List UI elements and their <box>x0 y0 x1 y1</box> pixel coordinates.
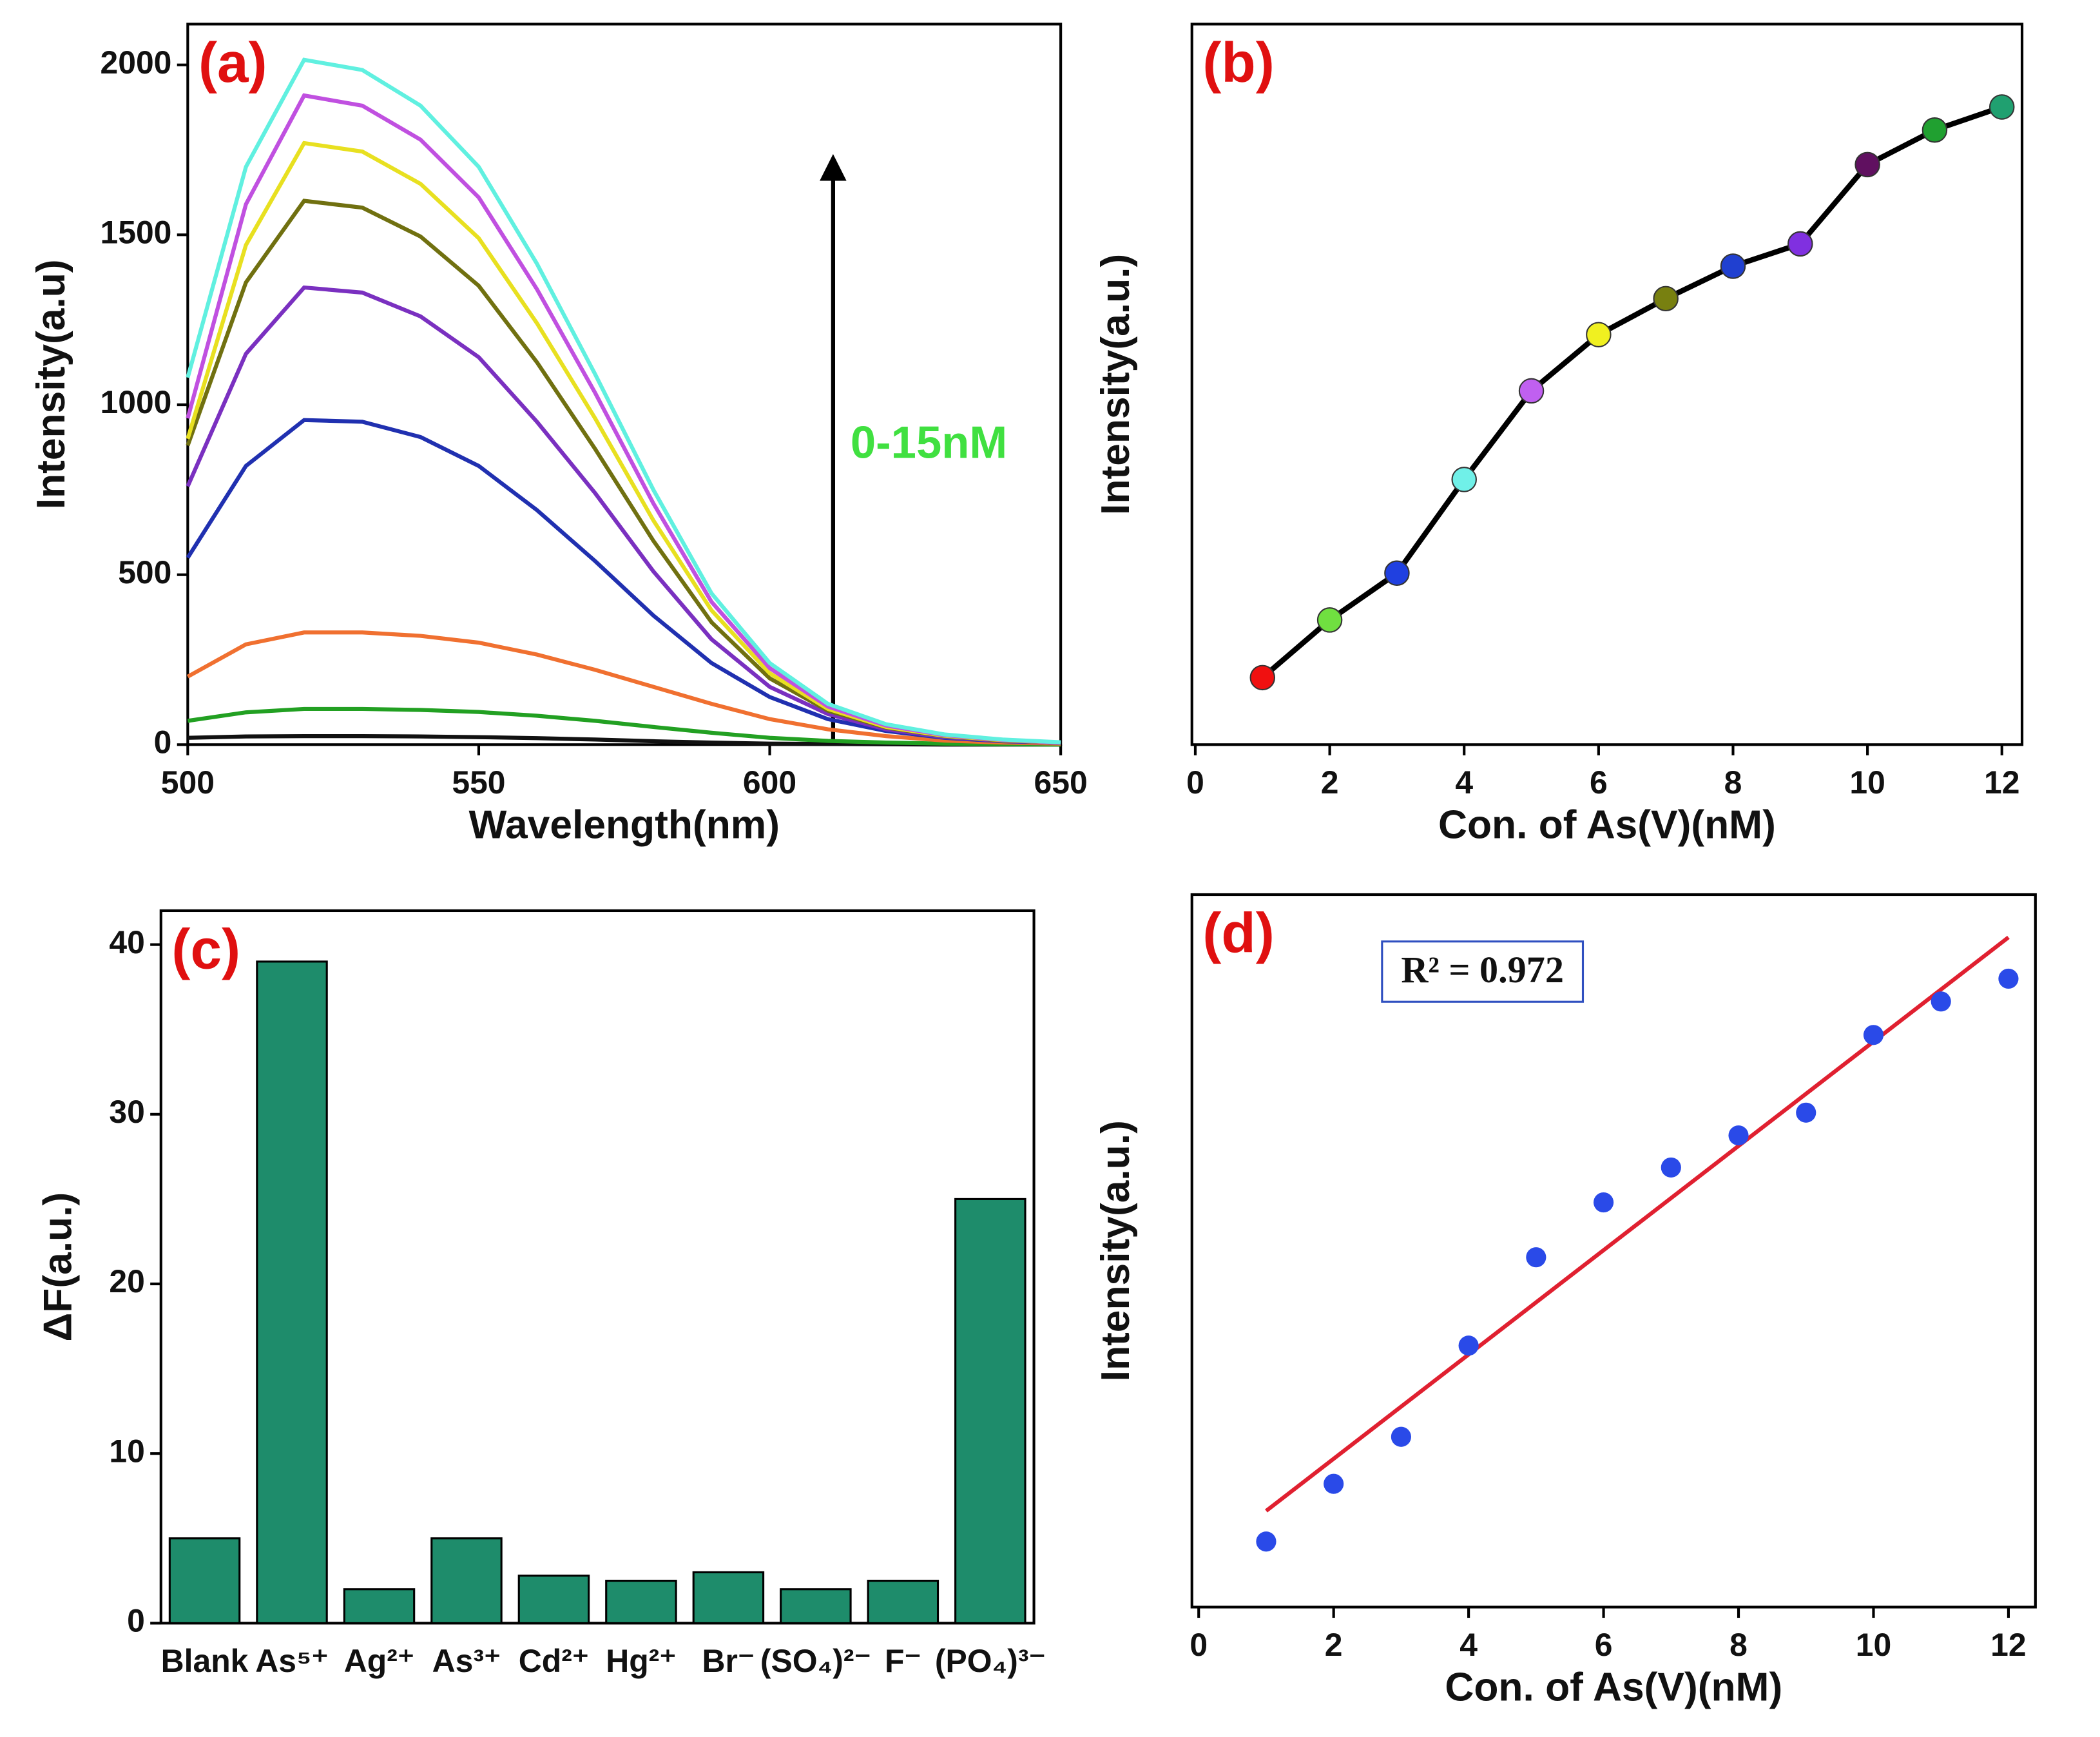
x-tick-label: 8 <box>1724 764 1742 801</box>
point <box>1661 1157 1681 1178</box>
x-tick-label: Hg²⁺ <box>606 1643 676 1679</box>
x-tick-label: Ag²⁺ <box>344 1643 414 1679</box>
x-tick-label: 4 <box>1459 1627 1478 1663</box>
marker <box>1451 467 1477 492</box>
x-tick-label: 0 <box>1190 1627 1208 1663</box>
panel-label: (b) <box>1202 32 1274 94</box>
point <box>1593 1192 1614 1213</box>
point <box>1256 1531 1276 1552</box>
y-tick-label: 500 <box>118 554 171 590</box>
point <box>1863 1025 1884 1045</box>
y-tick-label: 10 <box>109 1433 144 1469</box>
panel-label: (d) <box>1202 902 1274 965</box>
plot-frame <box>1190 23 2024 746</box>
x-tick-label: F⁻ <box>885 1643 921 1679</box>
fit-line <box>1265 935 2010 1513</box>
x-tick-label: 8 <box>1729 1627 1748 1663</box>
point <box>1458 1335 1479 1356</box>
x-tick-label: As⁵⁺ <box>255 1643 328 1679</box>
marker <box>1518 378 1545 404</box>
y-axis-label: ΔF(a.u.) <box>35 1192 80 1342</box>
x-axis-label: Con. of As(V)(nM) <box>1438 803 1776 848</box>
x-tick-label: 10 <box>1849 764 1885 801</box>
x-tick-label: 2 <box>1321 764 1339 801</box>
marker <box>1922 117 1948 143</box>
y-axis-label: Intensity(a.u) <box>29 259 73 509</box>
x-tick-label: 0 <box>1186 764 1204 801</box>
bar <box>692 1571 765 1624</box>
y-tick-label: 1500 <box>100 215 171 251</box>
y-tick-label: 30 <box>109 1094 144 1130</box>
marker <box>1653 286 1679 312</box>
bar <box>954 1198 1026 1624</box>
x-tick-label: 500 <box>161 764 215 801</box>
y-tick-label: 40 <box>109 924 144 960</box>
point <box>1931 991 1951 1012</box>
spectrum-line <box>187 706 1061 747</box>
x-tick-label: 550 <box>452 764 505 801</box>
annotation: R² = 0.972 <box>1401 949 1564 991</box>
arrow-head <box>820 153 847 181</box>
x-tick-label: 12 <box>1990 1627 2026 1663</box>
line <box>1260 104 2003 680</box>
x-axis-label: Wavelength(nm) <box>469 803 780 848</box>
y-tick-label: 1000 <box>100 384 171 420</box>
bar <box>343 1588 416 1624</box>
plot-frame <box>159 909 1036 1625</box>
x-tick-label: 6 <box>1590 764 1608 801</box>
bar <box>605 1580 677 1624</box>
x-tick-label: 4 <box>1455 764 1473 801</box>
point <box>1998 968 2019 989</box>
point <box>1728 1125 1749 1146</box>
y-axis-label: Intensity(a.u.) <box>1093 254 1138 515</box>
x-tick-label: Cd²⁺ <box>519 1643 589 1679</box>
marker <box>1316 607 1343 633</box>
point <box>1526 1247 1546 1268</box>
x-tick-label: As³⁺ <box>432 1643 501 1679</box>
annotation: 0-15nM <box>851 417 1007 468</box>
point <box>1796 1102 1816 1123</box>
y-tick-label: 0 <box>154 724 172 760</box>
spectrum-line <box>186 630 1061 746</box>
panel-label: (c) <box>171 918 240 980</box>
y-tick-label: 20 <box>109 1263 144 1299</box>
marker <box>1720 253 1746 279</box>
y-tick-label: 2000 <box>100 44 171 81</box>
bar <box>430 1537 503 1624</box>
marker <box>1384 560 1410 586</box>
point <box>1391 1426 1411 1447</box>
x-tick-label: Br⁻ <box>702 1643 755 1679</box>
x-tick-label: 6 <box>1595 1627 1613 1663</box>
spectrum-line <box>186 285 1061 745</box>
bar <box>517 1575 590 1624</box>
x-tick-label: (PO₄)³⁻ <box>935 1643 1046 1679</box>
bar <box>168 1537 241 1624</box>
plot-frame <box>186 23 1063 746</box>
marker <box>1787 231 1813 257</box>
bar <box>867 1580 939 1624</box>
marker <box>1989 94 2015 120</box>
x-tick-label: 600 <box>743 764 796 801</box>
point <box>1324 1473 1344 1494</box>
x-tick-label: 12 <box>1984 764 2019 801</box>
x-tick-label: 10 <box>1856 1627 1891 1663</box>
spectrum-line <box>186 57 1061 744</box>
x-tick-label: 2 <box>1325 1627 1343 1663</box>
y-tick-label: 0 <box>127 1603 145 1639</box>
x-tick-label: 650 <box>1034 764 1088 801</box>
x-tick-label: (SO₄)²⁻ <box>760 1643 871 1679</box>
x-axis-label: Con. of As(V)(nM) <box>1445 1665 1782 1710</box>
panel-label: (a) <box>198 32 267 94</box>
x-tick-label: Blank <box>161 1643 249 1679</box>
annotation-box <box>1381 940 1585 1003</box>
bar <box>780 1588 852 1624</box>
bar <box>256 960 328 1624</box>
y-axis-label: Intensity(a.u.) <box>1093 1120 1138 1381</box>
plot-frame <box>1190 893 2037 1609</box>
marker <box>1586 322 1612 347</box>
marker <box>1854 151 1880 178</box>
marker <box>1249 665 1276 691</box>
